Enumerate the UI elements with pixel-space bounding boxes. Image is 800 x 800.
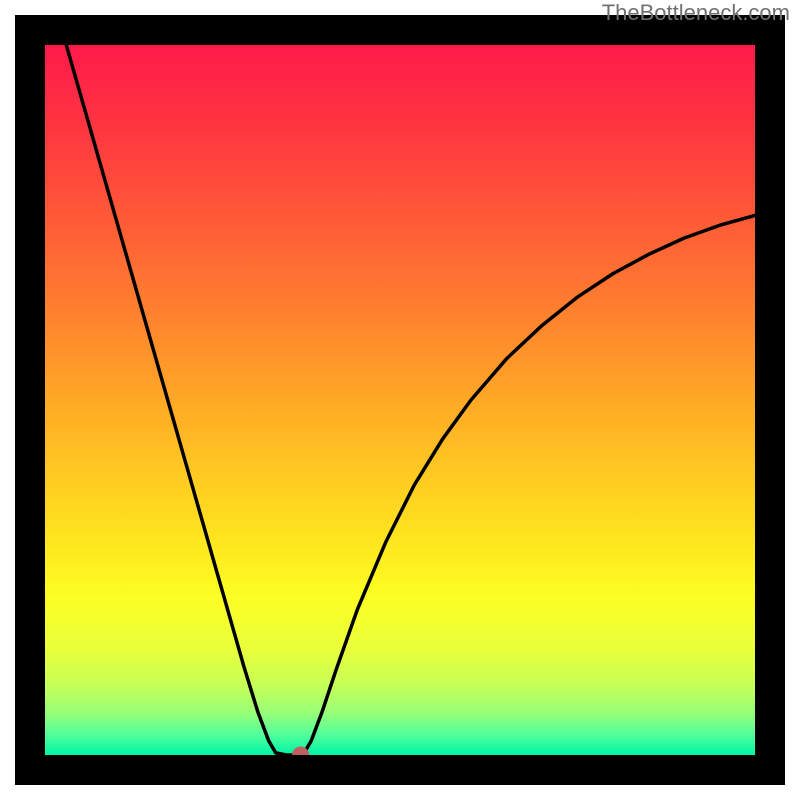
bottleneck-chart: [0, 0, 800, 800]
chart-container: TheBottleneck.com: [0, 0, 800, 800]
watermark-text: TheBottleneck.com: [602, 0, 790, 26]
gradient-background: [45, 45, 755, 755]
